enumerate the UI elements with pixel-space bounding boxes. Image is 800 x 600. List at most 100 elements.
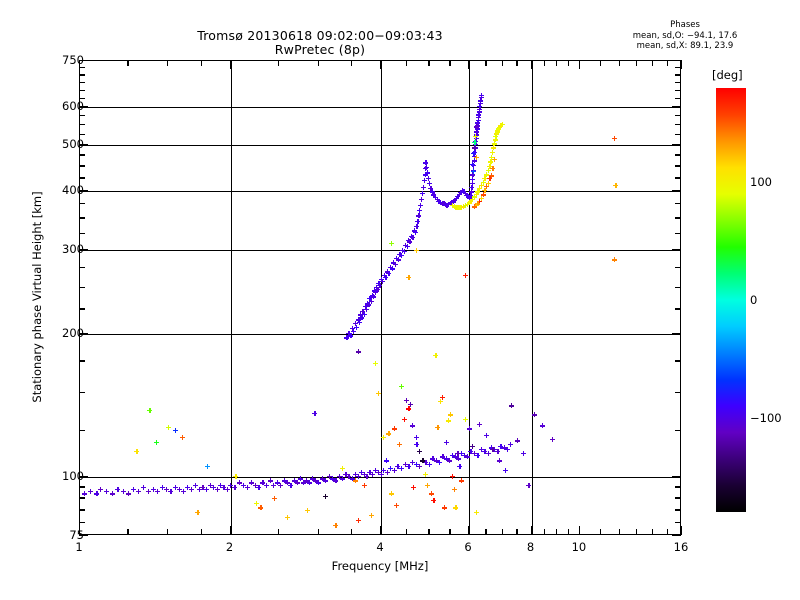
axis-tick	[79, 154, 85, 156]
data-point	[413, 229, 419, 235]
axis-tick	[428, 60, 430, 66]
data-point	[490, 166, 496, 172]
data-point	[410, 234, 416, 240]
data-point	[476, 115, 482, 121]
axis-tick	[530, 526, 532, 535]
data-point	[271, 482, 277, 488]
gridline-horizontal	[80, 107, 680, 109]
gridline-vertical	[381, 61, 383, 534]
data-point	[414, 223, 420, 229]
axis-tick	[79, 133, 85, 135]
data-point	[473, 135, 479, 141]
data-point	[611, 257, 617, 263]
data-point	[361, 311, 367, 317]
axis-tick	[449, 529, 451, 535]
axis-tick	[675, 114, 681, 117]
axis-tick	[79, 497, 85, 499]
data-point	[312, 410, 318, 416]
colorbar-tick-label: 100	[750, 175, 772, 190]
axis-tick	[351, 529, 353, 535]
axis-tick	[79, 106, 88, 108]
data-point	[333, 478, 339, 484]
data-point	[407, 401, 413, 407]
data-point	[313, 478, 319, 484]
data-point	[475, 201, 481, 207]
data-point	[472, 134, 478, 140]
data-point	[459, 450, 465, 456]
data-point	[501, 445, 507, 451]
x-tick-label: 10	[571, 540, 587, 554]
axis-tick	[675, 123, 681, 126]
data-point	[389, 240, 395, 246]
data-point	[492, 447, 498, 453]
data-point	[423, 166, 428, 172]
data-point	[491, 145, 497, 151]
axis-tick	[675, 232, 681, 234]
axis-tick	[200, 60, 202, 66]
data-point	[477, 198, 483, 204]
data-point	[414, 441, 420, 447]
data-point	[395, 257, 401, 263]
data-point	[470, 196, 476, 202]
data-point	[453, 454, 459, 460]
data-point	[388, 466, 394, 472]
data-point	[349, 326, 355, 332]
data-point	[456, 456, 462, 462]
axis-tick	[675, 521, 681, 524]
data-point	[471, 204, 477, 210]
colorbar-tick-label: 0	[750, 293, 758, 307]
y-tick-label: 400	[62, 182, 84, 197]
data-point	[258, 505, 264, 511]
colorbar-tick-label: −100	[750, 410, 782, 425]
axis-tick	[675, 177, 681, 179]
data-point	[398, 253, 404, 259]
data-point	[443, 456, 449, 462]
axis-tick	[79, 392, 85, 394]
data-point	[439, 394, 445, 400]
axis-tick	[516, 60, 518, 66]
colorbar-gradient	[716, 88, 746, 512]
data-point	[507, 441, 513, 447]
data-point	[211, 484, 217, 490]
data-point	[470, 168, 476, 174]
data-point	[367, 470, 373, 476]
axis-tick	[79, 360, 85, 362]
data-point	[498, 123, 504, 129]
axis-tick	[79, 249, 88, 251]
x-tick-label: 8	[526, 540, 535, 554]
data-point	[391, 426, 397, 432]
data-point	[172, 428, 178, 434]
axis-tick	[675, 66, 681, 69]
data-point	[437, 199, 443, 205]
axis-tick	[79, 308, 85, 310]
data-point	[405, 238, 411, 244]
data-point	[278, 482, 284, 488]
axis-tick	[79, 81, 85, 84]
data-point	[236, 480, 242, 486]
data-point	[471, 194, 477, 200]
data-point	[373, 361, 378, 367]
axis-tick	[79, 189, 88, 192]
data-point	[115, 486, 121, 492]
data-point	[425, 175, 431, 181]
axis-tick	[666, 529, 669, 535]
axis-tick	[167, 60, 169, 66]
axis-tick	[672, 106, 681, 108]
data-point	[457, 205, 463, 211]
axis-tick	[567, 60, 570, 66]
data-point	[471, 162, 477, 168]
axis-tick	[672, 475, 681, 478]
data-point	[304, 478, 310, 484]
data-point	[474, 129, 480, 135]
data-point	[444, 202, 450, 208]
data-point	[433, 458, 439, 464]
data-point	[483, 433, 489, 439]
axis-tick	[468, 60, 470, 69]
data-point	[355, 317, 361, 323]
data-point	[478, 196, 484, 202]
data-point	[406, 406, 412, 412]
data-point	[159, 484, 165, 490]
data-point	[383, 458, 389, 464]
data-point	[437, 460, 443, 466]
axis-tick	[428, 529, 430, 535]
